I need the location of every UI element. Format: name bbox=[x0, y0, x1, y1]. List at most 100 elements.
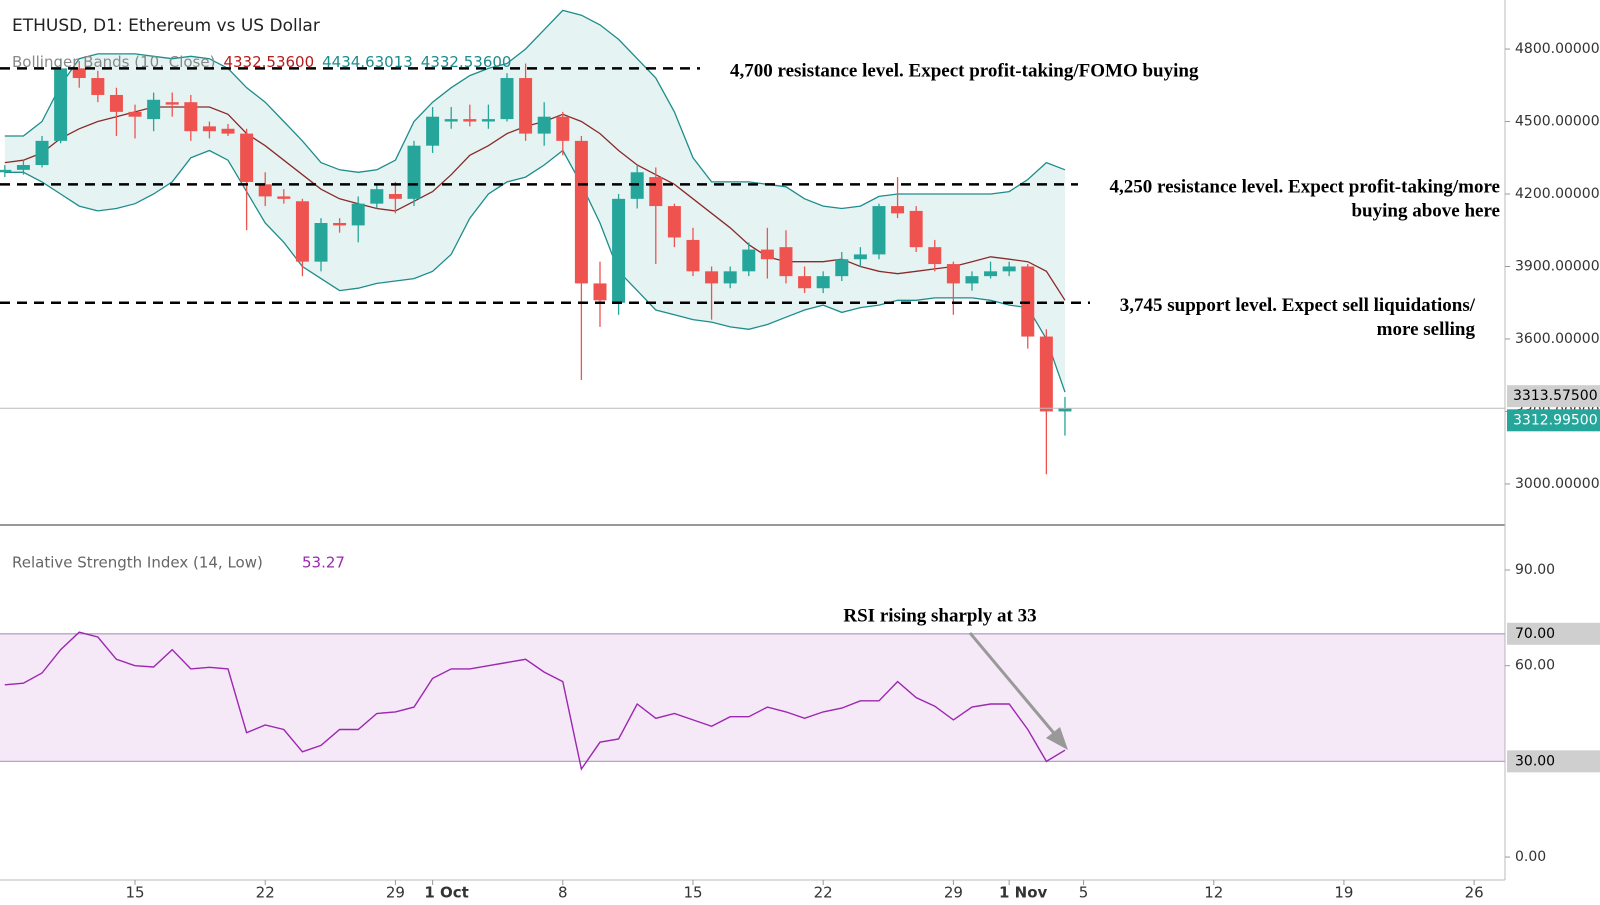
candle-body bbox=[891, 206, 905, 214]
candle-body bbox=[779, 247, 793, 277]
candle-body bbox=[128, 111, 142, 117]
candle-body bbox=[1058, 408, 1072, 412]
candle-body bbox=[165, 102, 179, 105]
x-tick-label: 15 bbox=[683, 884, 702, 902]
candle-body bbox=[853, 254, 867, 260]
candle-body bbox=[109, 94, 123, 112]
candle-body bbox=[519, 78, 533, 134]
candle-body bbox=[258, 184, 272, 197]
candle-body bbox=[705, 271, 719, 284]
candle-body bbox=[240, 133, 254, 182]
x-tick-label: 26 bbox=[1465, 884, 1484, 902]
x-tick-label: 22 bbox=[256, 884, 275, 902]
candle-body bbox=[574, 140, 588, 284]
x-tick-label: 1 Nov bbox=[999, 884, 1048, 902]
candle-body bbox=[426, 116, 440, 146]
candle-body bbox=[537, 116, 551, 134]
x-tick-label: 29 bbox=[386, 884, 405, 902]
x-tick-label: 15 bbox=[125, 884, 144, 902]
candle-body bbox=[0, 169, 12, 173]
candle-body bbox=[91, 78, 105, 95]
annotation-text: 4,700 resistance level. Expect profit-ta… bbox=[730, 61, 1199, 82]
candle-body bbox=[277, 196, 291, 199]
candle-body bbox=[72, 68, 86, 79]
candle-body bbox=[909, 210, 923, 248]
rsi-annotation: RSI rising sharply at 33 bbox=[843, 605, 1036, 626]
candle-body bbox=[314, 222, 328, 262]
band-label: 30.00 bbox=[1515, 753, 1555, 769]
candle-body bbox=[667, 206, 681, 238]
y-tick-label: 90.00 bbox=[1515, 562, 1555, 578]
candle-body bbox=[612, 198, 626, 303]
band-label-box bbox=[1507, 622, 1600, 645]
candle-body bbox=[649, 177, 663, 207]
candle-body bbox=[388, 194, 402, 199]
x-tick-label: 12 bbox=[1204, 884, 1223, 902]
candle-body bbox=[872, 206, 886, 255]
candle-body bbox=[463, 119, 477, 122]
x-tick-label: 8 bbox=[558, 884, 568, 902]
candle-body bbox=[742, 249, 756, 272]
candle-body bbox=[184, 102, 198, 132]
annotation-arrow bbox=[968, 632, 1060, 739]
candle-body bbox=[333, 222, 347, 226]
indicator-label: Bollinger Bands (10, Close) bbox=[12, 53, 215, 71]
candle-body bbox=[16, 165, 30, 170]
candle-body bbox=[370, 189, 384, 204]
annotation-text: 4,250 resistance level. Expect profit-ta… bbox=[1110, 177, 1501, 198]
y-tick-label: 4500.00000 bbox=[1515, 114, 1600, 130]
y-tick-label: 3900.00000 bbox=[1515, 258, 1600, 274]
x-tick-label: 29 bbox=[944, 884, 963, 902]
rsi-title: Relative Strength Index (14, Low) bbox=[12, 554, 263, 572]
candle-body bbox=[1002, 266, 1016, 272]
x-tick-label: 1 Oct bbox=[424, 884, 468, 902]
candle-body bbox=[481, 119, 495, 122]
candle-body bbox=[295, 201, 309, 262]
y-tick-label: 3600.00000 bbox=[1515, 331, 1600, 347]
rsi-current: 53.27 bbox=[302, 554, 345, 572]
price-label: 3312.99500 bbox=[1513, 412, 1598, 428]
indicator-value: 4332.53600 bbox=[223, 53, 314, 71]
candle-body bbox=[984, 271, 998, 277]
candle-body bbox=[221, 128, 235, 134]
indicator-value: 4332.53600 bbox=[421, 53, 512, 71]
y-tick-label: 60.00 bbox=[1515, 658, 1555, 674]
band-upper bbox=[4, 9, 1066, 210]
candle-body bbox=[965, 276, 979, 284]
band-fill bbox=[4, 10, 1065, 393]
annotation-text: 3,745 support level. Expect sell liquida… bbox=[1120, 295, 1476, 316]
y-tick-label: 0.00 bbox=[1515, 849, 1546, 865]
candle-body bbox=[835, 259, 849, 277]
candle-body bbox=[760, 249, 774, 260]
candle-body bbox=[928, 247, 942, 265]
rsi-line bbox=[4, 631, 1066, 771]
candle-body bbox=[407, 145, 421, 199]
indicator-header: Bollinger Bands (10, Close) 4332.53600 443… bbox=[12, 53, 511, 71]
annotation-arrowhead bbox=[1046, 727, 1068, 750]
chart-title: ETHUSD, D1: Ethereum vs US Dollar bbox=[12, 16, 320, 36]
candle-body bbox=[723, 271, 737, 284]
candle-body bbox=[946, 264, 960, 284]
band-label-box bbox=[1507, 750, 1600, 773]
y-tick-label: 3000.00000 bbox=[1515, 476, 1600, 492]
candle-body bbox=[500, 78, 514, 120]
candle-body bbox=[444, 119, 458, 122]
candle-body bbox=[147, 99, 161, 120]
candle-body bbox=[202, 126, 216, 132]
candle-body bbox=[35, 140, 49, 166]
candle-body bbox=[798, 276, 812, 289]
price-label-box bbox=[1507, 409, 1600, 432]
y-tick-label: 4800.00000 bbox=[1515, 41, 1600, 57]
band-middle bbox=[4, 106, 1066, 301]
y-tick-label: 4200.00000 bbox=[1515, 186, 1600, 202]
x-tick-label: 19 bbox=[1334, 884, 1353, 902]
x-tick-label: 5 bbox=[1079, 884, 1089, 902]
candle-body bbox=[1039, 336, 1053, 412]
candle-body bbox=[556, 116, 570, 141]
x-tick-label: 22 bbox=[814, 884, 833, 902]
indicator-value: 4434.63013 bbox=[322, 53, 413, 71]
candle-body bbox=[54, 68, 68, 141]
